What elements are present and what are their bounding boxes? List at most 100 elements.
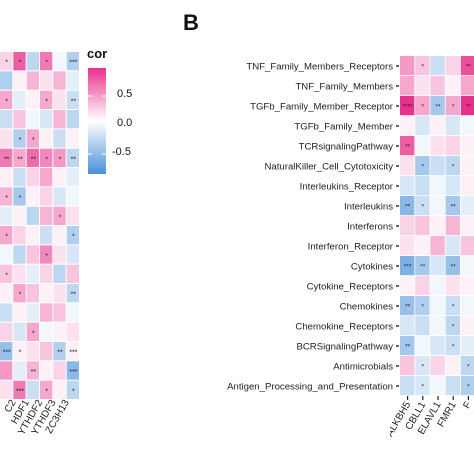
heatmap-a-cell: [66, 380, 79, 399]
heatmap-a-cell: [13, 90, 26, 109]
heatmap-a-significance-mark: *: [45, 98, 48, 105]
heatmap-a-cell: [0, 129, 13, 148]
heatmap-b-cell: [415, 136, 430, 156]
heatmap-b-significance-mark: *: [467, 384, 470, 391]
heatmap-b-significance-mark: *: [422, 384, 425, 391]
heatmap-b-row-label: Antigen_Processing_and_Presentation: [227, 382, 393, 393]
heatmap-b-significance-mark: **: [466, 64, 472, 71]
heatmap-a-cell: [13, 264, 26, 283]
heatmap-b-cell: [445, 376, 460, 396]
heatmap-b-cell: [415, 296, 430, 316]
heatmap-b-cell: [445, 156, 460, 176]
heatmap-a-significance-mark: *: [59, 156, 62, 163]
heatmap-b-cell: [400, 156, 415, 176]
heatmap-a-cell: [53, 206, 66, 225]
heatmap-b-significance-mark: **: [466, 104, 472, 111]
heatmap-a-cell: [26, 361, 39, 380]
heatmap-b-cell: [460, 156, 474, 176]
heatmap-a-cell: [53, 322, 66, 341]
heatmap-a-cell: [13, 303, 26, 322]
heatmap-b-cell: [400, 276, 415, 296]
heatmap-b-cell: [445, 76, 460, 96]
color-legend-bar: [88, 68, 106, 174]
heatmap-a-cell: [26, 71, 39, 90]
legend-title: cor: [87, 46, 108, 61]
heatmap-a-cell: [40, 168, 53, 187]
heatmap-b-significance-mark: *: [422, 364, 425, 371]
heatmap-b-cell: [430, 76, 445, 96]
heatmap-b-cell: [460, 256, 474, 276]
heatmap-b-cell: [460, 276, 474, 296]
heatmap-b-cell: [445, 116, 460, 136]
heatmap-b-cell: [415, 156, 430, 176]
heatmap-a-significance-mark: **: [31, 156, 37, 163]
heatmap-b-significance-mark: *: [422, 304, 425, 311]
heatmap-a-cell: [40, 206, 53, 225]
heatmap-a-significance-mark: *: [19, 350, 22, 357]
heatmap-b-cell: [400, 376, 415, 396]
heatmap-b-cell: [430, 156, 445, 176]
heatmap-a-cell: [13, 168, 26, 187]
heatmap-b-significance-mark: **: [435, 104, 441, 111]
heatmap-a-cell: [13, 284, 26, 303]
heatmap-b-row-label: Cytokines: [351, 262, 393, 273]
heatmap-a-cell: [66, 187, 79, 206]
heatmap-a-cell: [40, 226, 53, 245]
heatmap-a-cell: [40, 303, 53, 322]
heatmap-b-significance-mark: **: [405, 304, 411, 311]
heatmap-a-cell: [40, 71, 53, 90]
heatmap-a-cell: [40, 380, 53, 399]
heatmap-a-cell: [26, 245, 39, 264]
heatmap-a-cell: [53, 380, 66, 399]
heatmap-a-cell: [0, 110, 13, 129]
heatmap-a-cell: [13, 245, 26, 264]
heatmap-a-cell: [26, 206, 39, 225]
heatmap-b-cell: [460, 296, 474, 316]
heatmap-a-cell: [40, 110, 53, 129]
heatmap-a-cell: [53, 168, 66, 187]
heatmap-b-significance-mark: *: [452, 344, 455, 351]
heatmap-a-cell: [66, 148, 79, 167]
heatmap-a-cell: [26, 322, 39, 341]
heatmap-b-cell: [430, 296, 445, 316]
heatmap-b-cell: [460, 196, 474, 216]
heatmap-a-cell: [40, 129, 53, 148]
heatmap-a-significance-mark: *: [32, 137, 35, 144]
heatmap-b-cell: [415, 276, 430, 296]
heatmap-a-significance-mark: *: [5, 234, 8, 241]
heatmap-b-row-label: Interferon_Receptor: [308, 242, 394, 253]
heatmap-a-significance-mark: *: [5, 60, 8, 67]
heatmap-panel-a: * * * **** * *** *** ** ** * * *** *** **** ****** * ** *…: [0, 52, 79, 399]
heatmap-a-cell: [0, 187, 13, 206]
heatmap-b-cell: [445, 136, 460, 156]
legend-gradient: [88, 68, 106, 174]
heatmap-a-significance-mark: *: [5, 195, 8, 202]
heatmap-a-significance-mark: **: [31, 369, 37, 376]
heatmap-b-cell: [430, 276, 445, 296]
heatmap-a-cell: [66, 303, 79, 322]
heatmap-a-significance-mark: *: [45, 253, 48, 260]
heatmap-a-cell: [53, 303, 66, 322]
heatmap-b-cell: [445, 96, 460, 116]
heatmap-a-cell: [40, 361, 53, 380]
heatmap-a-cell: [40, 284, 53, 303]
heatmap-a-cell: [40, 52, 53, 71]
heatmap-b-row-label: BCRSignalingPathway: [296, 342, 393, 353]
heatmap-a-cell: [13, 110, 26, 129]
heatmap-b-cell: [415, 176, 430, 196]
heatmap-b-cell: [400, 356, 415, 376]
heatmap-b-significance-mark: **: [405, 344, 411, 351]
heatmap-b-cell: [445, 316, 460, 336]
heatmap-b-row-label: Interleukins: [344, 202, 393, 213]
heatmap-b-cell: [415, 356, 430, 376]
heatmap-b-significance-mark: *: [467, 364, 470, 371]
heatmap-b-significance-mark: *: [452, 104, 455, 111]
heatmap-b-cell: [400, 216, 415, 236]
heatmap-a-cell: [66, 52, 79, 71]
heatmap-a-cell: [53, 226, 66, 245]
heatmap-a-cell: [13, 322, 26, 341]
heatmap-a-cell: [0, 226, 13, 245]
heatmap-a-cell: [66, 361, 79, 380]
heatmap-b-x-axis-labels: ALKBH5CBLL1ELAVL1FMR1FHN: [390, 396, 474, 439]
